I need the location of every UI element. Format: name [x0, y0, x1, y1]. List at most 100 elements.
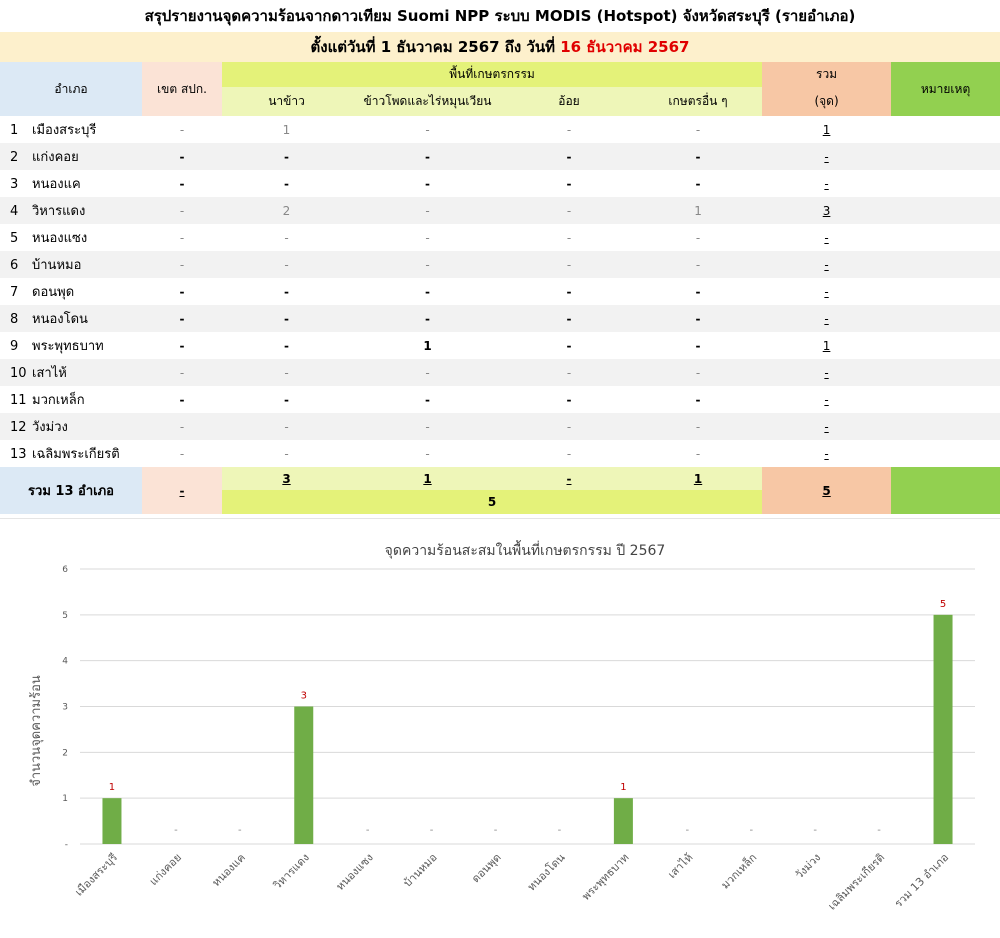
cell-note [891, 224, 1000, 251]
cell-sum: - [762, 143, 892, 170]
total-label: รวม 13 อำเภอ [0, 467, 142, 514]
cell-cane: - [504, 143, 634, 170]
cell-corn: 1 [423, 338, 432, 353]
table-row: 4 วิหารแดง -2- -1 3 [0, 197, 1000, 224]
data-label: - [430, 825, 434, 836]
x-tick-label: บ้านหมอ [401, 851, 440, 890]
cell-rice: - [284, 230, 289, 245]
chart-data-labels: 1 - - 3 - - - - 1 - - - - 5 [109, 599, 946, 836]
cell-note [891, 440, 1000, 467]
cell-sum: 3 [762, 197, 892, 224]
amphoe-name: 13 เฉลิมพระเกียรติ [0, 440, 142, 467]
chart-svg: จุดความร้อนสะสมในพื้นที่เกษตรกรรม ปี 256… [29, 540, 975, 913]
cell-rice: - [284, 338, 289, 353]
amphoe-name: 9 พระพุทธบาท [0, 332, 142, 359]
amphoe-name: 7 ดอนพุด [0, 278, 142, 305]
table-row: 6 บ้านหมอ - - - - - - [0, 251, 1000, 278]
cell-other: - [695, 176, 701, 191]
row-number: 4 [10, 204, 19, 219]
cell-corn: - [351, 251, 504, 278]
cell-corn: - [425, 230, 430, 245]
cell-sum: 1 [762, 116, 891, 143]
amphoe-label: พระพุทธบาท [32, 339, 104, 354]
row-sum-value: - [824, 176, 829, 191]
cell-khet: - [142, 305, 222, 332]
header-note: หมายเหตุ [891, 62, 1000, 116]
amphoe-name: 1 เมืองสระบุรี [0, 116, 142, 143]
row-sum-value: - [824, 284, 829, 299]
x-tick-label: รวม 13 อำเภอ [892, 851, 951, 910]
cell-sum: - [762, 440, 891, 467]
header-amphoe: อำเภอ [0, 62, 142, 116]
cell-rice: - [222, 143, 351, 170]
header-cane: อ้อย [504, 87, 634, 116]
cell-khet: - [179, 392, 185, 407]
amphoe-label: เมืองสระบุรี [32, 123, 97, 138]
amphoe-name: 2 แก่งคอย [0, 143, 142, 170]
table-row: 5 หนองแซง - - - - - - [0, 224, 1000, 251]
amphoe-name: 8 หนองโดน [0, 305, 142, 332]
hotspot-chart: จุดความร้อนสะสมในพื้นที่เกษตรกรรม ปี 256… [0, 518, 1000, 938]
header-corn: ข้าวโพดและไร่หมุนเวียน [351, 87, 504, 116]
cell-other: - [695, 284, 701, 299]
x-tick-label: เสาไห้ [665, 851, 695, 881]
cell-note [891, 305, 1000, 332]
total-note [891, 467, 1000, 514]
cell-note [891, 386, 1000, 413]
cell-khet: - [179, 446, 185, 461]
cell-khet: - [179, 122, 185, 137]
cell-corn: - [425, 122, 430, 137]
cell-sum: - [762, 305, 892, 332]
cell-rice: - [222, 251, 351, 278]
bar [933, 614, 953, 844]
cell-other: - [695, 230, 701, 245]
bar [613, 798, 633, 844]
cell-khet: - [179, 176, 185, 191]
amphoe-label: บ้านหมอ [32, 258, 82, 273]
table-row: 8 หนองโดน - - - - - - [0, 305, 1000, 332]
cell-rice: - [222, 359, 351, 386]
cell-rice: - [284, 446, 289, 461]
cell-sum: - [762, 278, 891, 305]
cell-other: - [695, 122, 701, 137]
row-sum-value: - [824, 365, 829, 380]
chart-title: จุดความร้อนสะสมในพื้นที่เกษตรกรรม ปี 256… [385, 540, 666, 559]
cell-note [891, 116, 1000, 143]
amphoe-label: แก่งคอย [32, 150, 79, 165]
amphoe-label: วิหารแดง [32, 204, 86, 219]
x-tick-label: เมืองสระบุรี [72, 851, 120, 899]
total-corn: 1 [423, 471, 432, 486]
y-tick-label: 6 [62, 565, 68, 575]
row-number: 12 [10, 420, 27, 435]
table-row: 9 พระพุทธบาท - - 1 - - 1 [0, 332, 1000, 359]
data-label: - [238, 825, 242, 836]
cell-corn: - [351, 305, 504, 332]
row-number: 7 [10, 285, 19, 300]
cell-note [891, 278, 1000, 305]
x-tick-label: มวกเหล็ก [718, 850, 759, 891]
cell-khet: - [142, 197, 222, 224]
amphoe-label: หนองแค [32, 177, 81, 192]
chart-bars [102, 614, 953, 844]
cell-khet: - [179, 338, 185, 353]
cell-sum: - [762, 251, 892, 278]
row-sum-value: - [824, 446, 829, 461]
row-sum-value: - [824, 149, 829, 164]
row-number: 2 [10, 150, 19, 165]
cell-note [891, 197, 1000, 224]
cell-sum: - [762, 170, 891, 197]
cell-other: - [634, 359, 763, 386]
cell-khet: - [179, 284, 185, 299]
cell-cane: - [566, 122, 572, 137]
data-label: - [558, 825, 562, 836]
row-sum-value: - [824, 230, 829, 245]
report-date-range: ตั้งแต่วันที่ 1 ธันวาคม 2567 ถึง วันที่ … [0, 32, 1000, 62]
header-other: เกษตรอื่น ๆ [634, 87, 763, 116]
row-number: 13 [10, 447, 27, 462]
y-tick-label: - [65, 840, 68, 850]
data-label: - [686, 825, 690, 836]
cell-cane: - [566, 230, 572, 245]
data-label: 5 [940, 599, 946, 610]
cell-rice: - [284, 392, 289, 407]
row-number: 8 [10, 312, 19, 327]
